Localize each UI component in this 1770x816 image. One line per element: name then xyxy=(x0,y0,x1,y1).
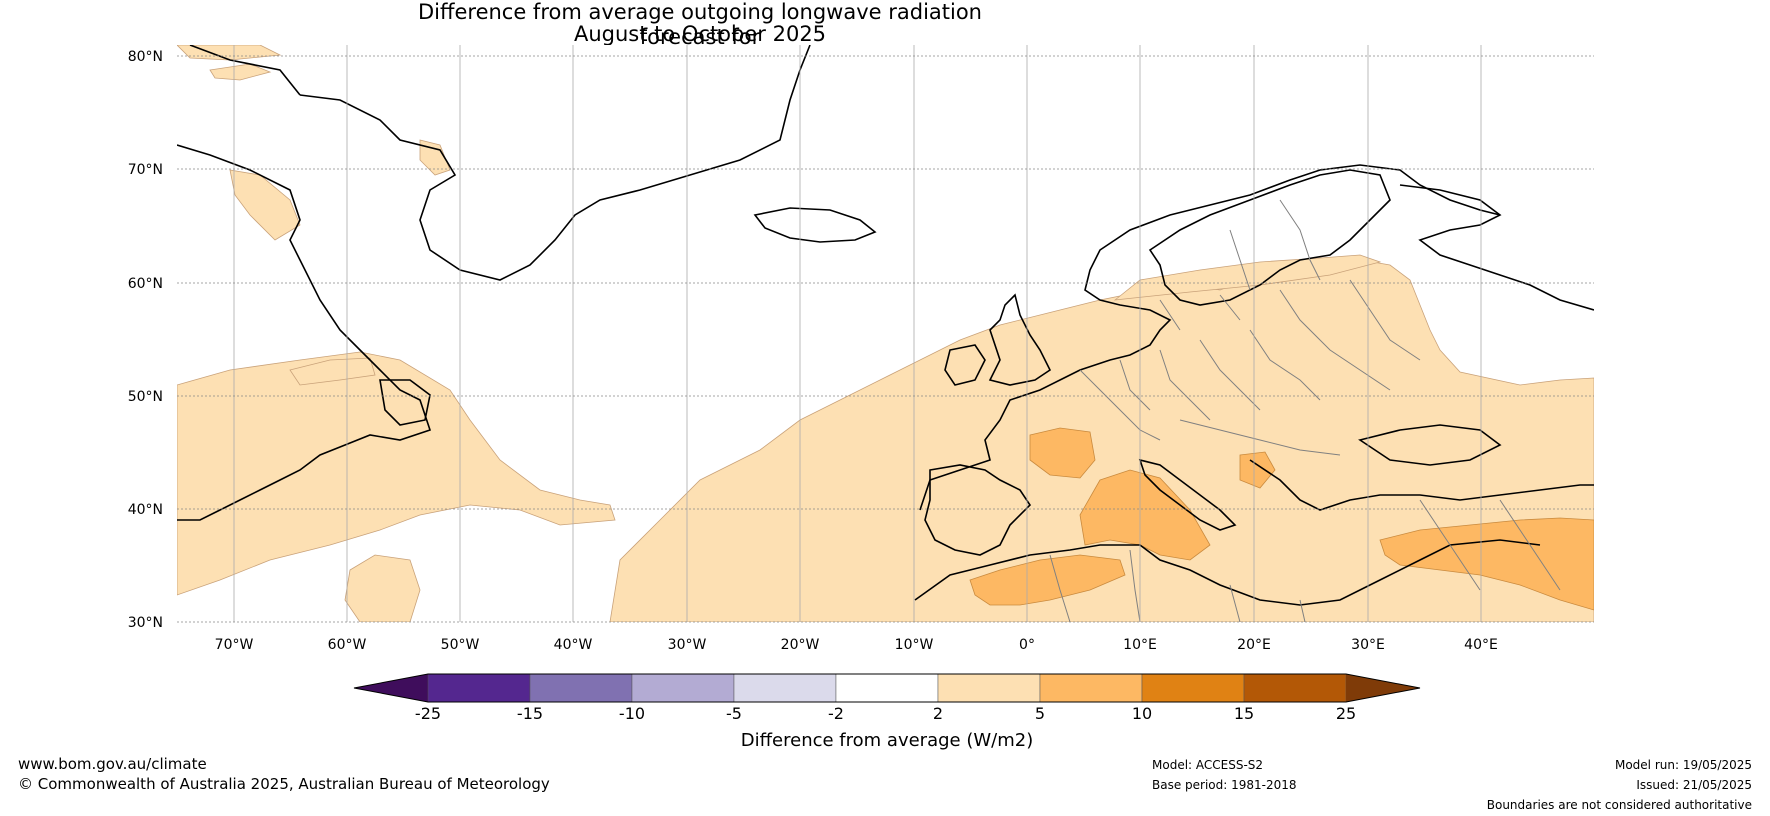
colorbar-swatch xyxy=(937,673,1041,703)
lat-label: 60°N xyxy=(128,276,163,292)
lat-label: 70°N xyxy=(128,162,163,178)
lat-label: 40°N xyxy=(128,502,163,518)
colorbar-outline xyxy=(353,673,1421,703)
footer-url: www.bom.gov.au/climate xyxy=(18,755,207,773)
colorbar-swatch xyxy=(733,673,837,703)
colorbar-tick: 10 xyxy=(1132,704,1152,723)
colorbar-tick: 25 xyxy=(1336,704,1356,723)
map-title-line-2: August to October 2025 xyxy=(573,22,827,46)
coastline-iceland xyxy=(753,207,877,243)
coastline-greenland-north xyxy=(189,45,301,96)
colorbar-swatch xyxy=(1243,673,1347,703)
lon-label: 50°W xyxy=(441,637,480,653)
lon-label: 20°E xyxy=(1237,637,1271,653)
colorbar-tick: -25 xyxy=(415,704,441,723)
anomaly-region-5-10-tyrrhenian xyxy=(1079,469,1211,561)
colorbar-swatch xyxy=(835,673,939,703)
coastline-italy xyxy=(1138,458,1237,531)
lat-label: 30°N xyxy=(128,615,163,631)
anomaly-region-2-5-canada xyxy=(229,169,301,241)
colorbar-swatch xyxy=(1039,673,1143,703)
lon-label: 60°W xyxy=(328,637,367,653)
footer-base-period: Base period: 1981-2018 xyxy=(1152,778,1297,792)
lon-label: 20°W xyxy=(781,637,820,653)
footer-model-run: Model run: 19/05/2025 xyxy=(1614,758,1752,772)
longitude-labels: 70°W 60°W 50°W 40°W 30°W 20°W 10°W 0° 10… xyxy=(215,637,1498,653)
anomaly-region-2-5-west xyxy=(177,351,616,596)
coastline-scandinavia xyxy=(1148,169,1391,306)
map-panel xyxy=(177,45,1594,623)
lat-label: 80°N xyxy=(128,49,163,65)
colorbar-swatch xyxy=(631,673,735,703)
colorbar-extend-low xyxy=(354,674,428,702)
lon-label: 30°W xyxy=(668,637,707,653)
anomaly-region-5-10-balkans xyxy=(1239,451,1276,489)
footer-model: Model: ACCESS-S2 xyxy=(1152,758,1264,772)
colorbar-tick: 15 xyxy=(1234,704,1254,723)
colorbar-label: Difference from average (W/m2) xyxy=(741,730,1033,751)
anomaly-region-2-5-greenland xyxy=(419,139,451,176)
parallel-gridlines xyxy=(177,55,1594,623)
footer-disclaimer: Boundaries are not considered authoritat… xyxy=(1486,798,1752,812)
colorbar-swatch xyxy=(427,673,531,703)
anomaly-region-2-5-patch xyxy=(344,554,421,622)
border-lines-scandinavia xyxy=(1229,199,1321,291)
colorbar-tick: -5 xyxy=(726,704,742,723)
colorbar-tick: 5 xyxy=(1035,704,1045,723)
coastline-iberia xyxy=(924,464,1032,556)
colorbar-swatch xyxy=(529,673,633,703)
coastline-ireland xyxy=(944,344,986,386)
anomaly-region-5-10-africa xyxy=(969,554,1126,606)
colorbar-tick-labels: -25 -15 -10 -5 -2 2 5 10 15 25 xyxy=(415,704,1356,723)
latitude-labels: 80°N 70°N 60°N 50°N 40°N 30°N xyxy=(128,49,163,631)
anomaly-region-2-5-east xyxy=(609,257,1594,622)
border-lines-africa xyxy=(1049,549,1306,622)
lon-label: 70°W xyxy=(215,637,254,653)
coastline-north-america xyxy=(177,144,432,521)
anomaly-region-5-10-france xyxy=(1029,427,1096,479)
lon-label: 40°W xyxy=(554,637,593,653)
country-borders xyxy=(1049,199,1561,622)
footer-issued: Issued: 21/05/2025 xyxy=(1636,778,1752,792)
coastline-black-sea xyxy=(1358,424,1502,466)
coastline-greenland xyxy=(299,45,811,281)
colorbar: -25 -15 -10 -5 -2 2 5 10 15 25 Differenc… xyxy=(353,673,1421,751)
anomaly-region-2-5-arctic-2 xyxy=(209,63,272,81)
colorbar-extend-high xyxy=(1346,674,1420,702)
lon-label: 10°E xyxy=(1123,637,1157,653)
lat-label: 50°N xyxy=(128,389,163,405)
footer-copyright: © Commonwealth of Australia 2025, Austra… xyxy=(18,775,550,793)
lon-label: 0° xyxy=(1019,637,1035,653)
colorbar-tick: -10 xyxy=(619,704,645,723)
colorbar-swatch xyxy=(1141,673,1245,703)
coastline-balkans-turkey xyxy=(1249,459,1594,511)
border-lines-central-europe xyxy=(1079,279,1421,456)
coastline-newfoundland xyxy=(379,379,431,426)
coastline-north-africa xyxy=(914,539,1541,606)
border-lines-mideast xyxy=(1419,499,1561,591)
coastline-great-britain xyxy=(988,293,1052,386)
coastline-russia-north xyxy=(1399,184,1594,311)
colorbar-tick: 2 xyxy=(933,704,943,723)
coastlines xyxy=(177,45,1594,606)
colorbar-tick: -15 xyxy=(517,704,543,723)
lon-label: 40°E xyxy=(1464,637,1498,653)
lon-label: 10°W xyxy=(895,637,934,653)
coastline-europe xyxy=(919,164,1501,511)
colorbar-tick: -2 xyxy=(828,704,844,723)
anomaly-region-2-5-labrador xyxy=(289,357,376,386)
map-title-line-1: Difference from average outgoing longwav… xyxy=(418,0,982,49)
lon-label: 30°E xyxy=(1351,637,1385,653)
anomaly-region-2-5-north xyxy=(1113,254,1382,301)
meridian-gridlines xyxy=(233,45,1482,622)
anomaly-shading xyxy=(177,45,1594,622)
